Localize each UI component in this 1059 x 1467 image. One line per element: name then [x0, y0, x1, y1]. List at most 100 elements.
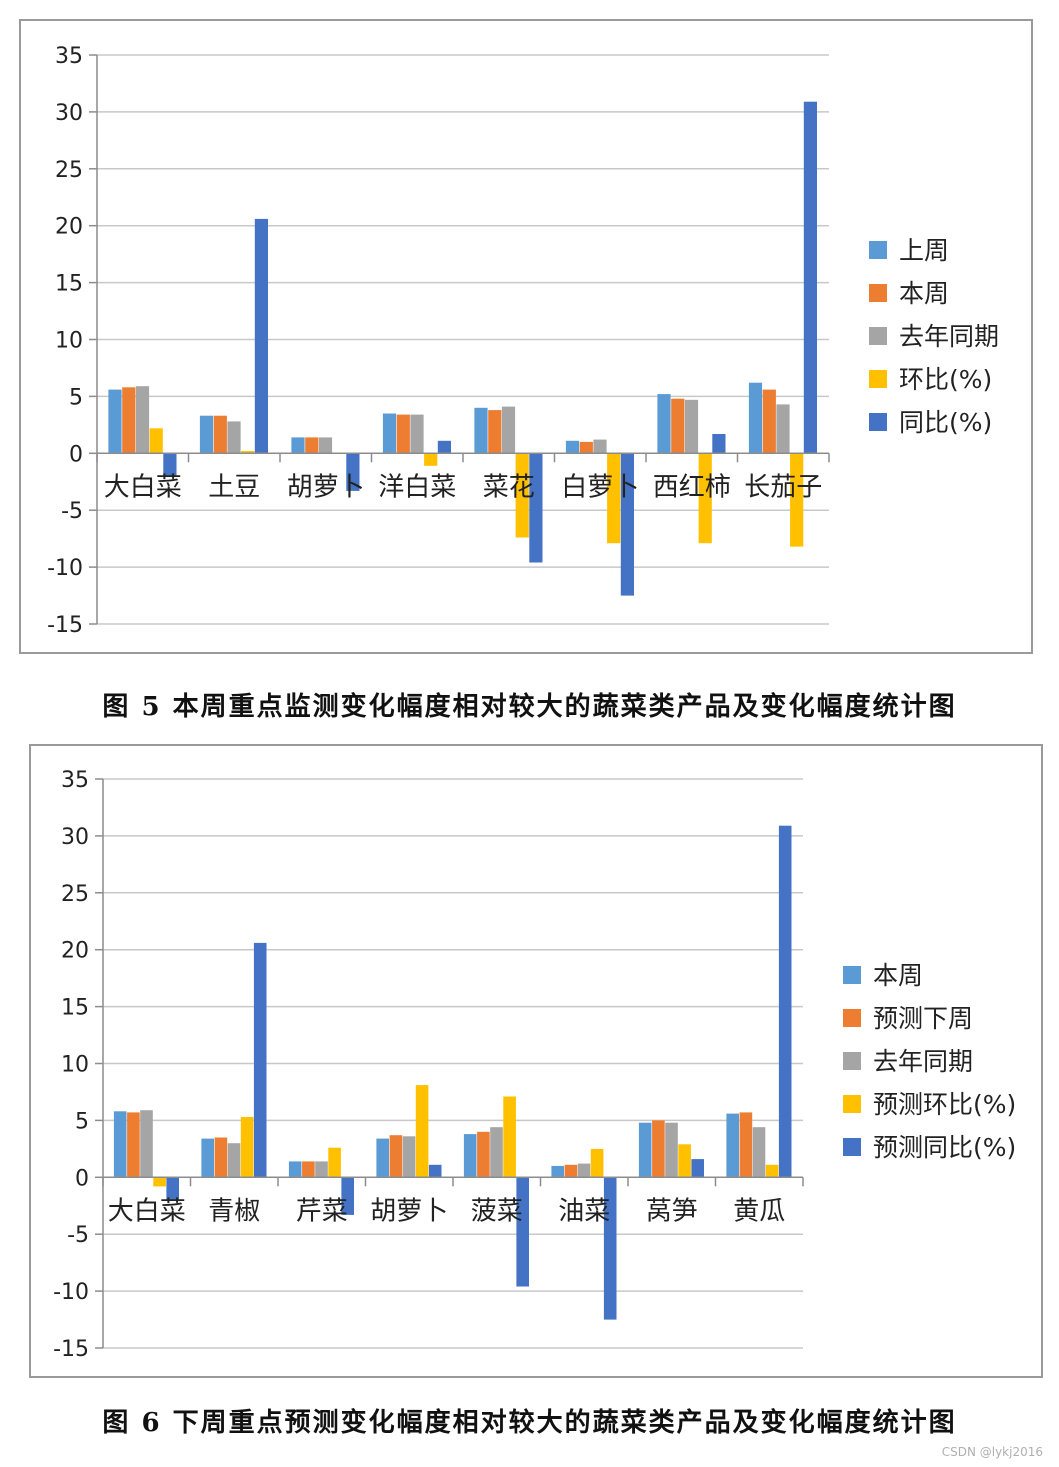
- bar: [437, 440, 451, 454]
- bar: [382, 413, 397, 454]
- bar: [302, 1161, 315, 1178]
- bar: [140, 1110, 153, 1178]
- legend-label: 上周: [899, 236, 949, 265]
- y-tick-label: 30: [55, 101, 83, 126]
- bar: [396, 414, 410, 454]
- legend-label: 去年同期: [873, 1047, 973, 1076]
- category-label: 白萝卜: [561, 472, 639, 502]
- bar: [698, 453, 712, 544]
- watermark: CSDN @lykj2016: [941, 1445, 1043, 1459]
- category-label: 芹菜: [296, 1196, 348, 1226]
- y-tick-label: 5: [75, 1109, 89, 1134]
- y-tick-label: 35: [61, 768, 89, 793]
- bar: [516, 1177, 529, 1287]
- category-label: 洋白菜: [378, 472, 456, 502]
- legend-swatch: [869, 327, 887, 345]
- bar: [620, 453, 634, 596]
- y-tick-label: -5: [67, 1223, 89, 1248]
- bar: [739, 1112, 753, 1178]
- bar: [291, 437, 305, 454]
- legend-label: 去年同期: [899, 322, 999, 351]
- bar: [503, 1096, 516, 1178]
- bar: [490, 1127, 503, 1178]
- bar: [752, 1127, 766, 1178]
- y-tick-label: 20: [55, 215, 83, 240]
- y-tick-label: 25: [55, 158, 83, 183]
- bar: [108, 389, 122, 454]
- bar: [305, 437, 319, 454]
- category-label: 菜花: [483, 472, 535, 502]
- bar: [638, 1122, 652, 1178]
- bar: [762, 389, 776, 454]
- bar: [665, 1122, 678, 1178]
- bar: [214, 1137, 228, 1178]
- bar: [402, 1136, 416, 1178]
- legend-swatch: [869, 241, 887, 259]
- category-label: 黄瓜: [733, 1196, 785, 1226]
- bar: [376, 1138, 389, 1178]
- legend-label: 预测同比(%): [873, 1133, 1016, 1162]
- legend-label: 预测下周: [873, 1004, 973, 1033]
- y-tick-label: -10: [53, 1280, 89, 1305]
- bar: [474, 407, 488, 454]
- category-label: 大白菜: [104, 472, 182, 502]
- y-tick-label: 0: [75, 1166, 89, 1191]
- bar: [652, 1120, 665, 1178]
- bar: [346, 453, 360, 491]
- y-tick-label: 0: [69, 442, 83, 467]
- category-label: 菠菜: [471, 1196, 523, 1226]
- category-label: 长茄子: [744, 472, 822, 502]
- bar: [678, 1144, 691, 1178]
- y-tick-label: 20: [61, 939, 89, 964]
- bar: [318, 437, 333, 454]
- bar: [463, 1134, 477, 1178]
- bar: [748, 382, 763, 454]
- category-label: 胡萝卜: [287, 472, 365, 502]
- legend-swatch: [869, 413, 887, 431]
- y-tick-label: 15: [61, 996, 89, 1021]
- category-label: 莴笋: [646, 1196, 698, 1226]
- chart-2-caption: 图 6 下周重点预测变化幅度相对较大的蔬菜类产品及变化幅度统计图: [102, 1408, 957, 1438]
- bar: [240, 1117, 254, 1178]
- bar: [163, 453, 177, 477]
- bar: [149, 428, 163, 454]
- y-tick-label: 15: [55, 272, 83, 297]
- bar: [213, 415, 227, 454]
- bar: [241, 451, 255, 454]
- legend-swatch: [869, 284, 887, 302]
- category-label: 油菜: [558, 1196, 610, 1226]
- category-label: 青椒: [208, 1196, 260, 1226]
- y-tick-label: 35: [55, 44, 83, 69]
- bar: [199, 415, 214, 454]
- bar: [593, 439, 607, 454]
- bar: [577, 1163, 591, 1178]
- y-tick-label: -15: [47, 613, 83, 638]
- y-tick-label: 5: [69, 385, 83, 410]
- bar: [607, 453, 621, 544]
- bar: [776, 404, 790, 454]
- bar: [691, 1159, 704, 1178]
- bar: [415, 1085, 429, 1178]
- chart-2-frame: 35 30 25 20 15 10 5 0 -5 -10 -15 大白菜 青椒 芹菜 胡萝卜 菠菜 油菜 莴笋 黄瓜…: [29, 744, 1043, 1378]
- legend-label: 预测环比(%): [873, 1090, 1016, 1119]
- bar: [565, 440, 580, 454]
- bar: [477, 1131, 490, 1178]
- legend-label: 同比(%): [899, 408, 992, 437]
- legend-swatch: [843, 1009, 861, 1027]
- bar: [288, 1161, 302, 1178]
- bar: [684, 399, 699, 454]
- category-label: 西红柿: [653, 472, 731, 502]
- bar: [122, 387, 136, 454]
- legend-label: 本周: [873, 961, 923, 990]
- bar: [579, 441, 593, 454]
- category-label: 土豆: [208, 472, 260, 502]
- category-label: 大白菜: [108, 1196, 186, 1226]
- bar: [603, 1177, 617, 1320]
- legend-label: 本周: [899, 279, 949, 308]
- bar: [153, 1177, 166, 1187]
- bar: [501, 406, 516, 454]
- chart-1-frame: 35 30 25 20 15 10 5 0 -5 -10 -15 大白菜 土豆 胡萝卜 洋白菜 菜花 白萝卜 西红…: [19, 19, 1033, 654]
- y-tick-label: -5: [61, 499, 83, 524]
